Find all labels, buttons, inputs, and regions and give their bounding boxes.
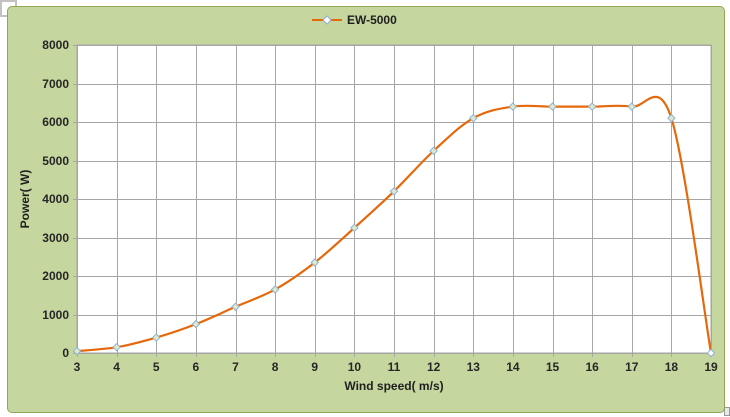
y-tick-label: 2000	[42, 269, 69, 283]
data-point-marker	[627, 102, 637, 111]
legend: EW-5000	[311, 12, 397, 28]
plot-border	[76, 44, 712, 354]
series-markers	[72, 102, 716, 358]
x-tick-label: 16	[585, 360, 599, 374]
x-tick-label: 17	[625, 360, 639, 374]
y-tick-label: 1000	[42, 307, 69, 322]
data-point-marker	[112, 342, 121, 352]
x-tick-label: 11	[387, 360, 401, 374]
data-point-marker	[468, 113, 478, 123]
plot-area	[72, 44, 716, 358]
x-tick-label: 7	[232, 360, 239, 374]
y-tick-label: 3000	[42, 230, 69, 245]
gridlines	[73, 45, 712, 357]
data-point-marker	[350, 223, 359, 233]
y-tick-label: 5000	[42, 153, 69, 168]
y-tick-label: 8000	[42, 38, 69, 52]
legend-line-marker-icon	[312, 15, 342, 25]
data-point-marker	[548, 102, 557, 111]
data-point-marker	[72, 346, 82, 356]
x-tick-label: 13	[466, 360, 480, 374]
x-tick-label: 6	[192, 360, 200, 374]
y-axis-title: Power( W)	[18, 169, 32, 229]
data-point-marker	[706, 348, 716, 358]
x-axis-title: Wind speed( m/s)	[344, 379, 444, 393]
data-point-marker	[508, 102, 518, 111]
x-tick-label: 12	[426, 360, 441, 374]
data-point-marker	[667, 113, 676, 123]
legend-series-label: EW-5000	[347, 13, 397, 27]
y-tick-label: 7000	[42, 76, 69, 91]
data-point-marker	[231, 302, 240, 312]
data-point-marker	[191, 319, 201, 329]
chart-area: 0 1000 2000 3000 4000 5000 6000 7000 8000 3 4 5 6 7 8 9…	[7, 6, 725, 413]
x-tick-label: 9	[311, 360, 319, 374]
data-point-marker	[270, 285, 280, 294]
x-tick-label: 5	[152, 360, 160, 374]
x-tick-label: 3	[73, 360, 81, 374]
data-point-marker	[151, 333, 161, 342]
y-tick-label: 6000	[42, 115, 69, 129]
y-tick-label: 4000	[42, 192, 69, 206]
x-tick-label: 8	[271, 360, 279, 374]
data-point-marker	[310, 258, 320, 267]
x-tick-label: 18	[664, 360, 679, 374]
data-point-marker	[429, 146, 438, 156]
x-tick-label: 14	[506, 360, 520, 374]
x-tick-label: 19	[704, 360, 718, 374]
x-tick-label: 10	[347, 360, 362, 374]
x-tick-label: 15	[545, 360, 560, 374]
data-point-marker	[587, 102, 597, 111]
x-tick-label: 4	[113, 360, 120, 374]
y-tick-label: 0	[62, 346, 69, 360]
data-point-marker	[389, 186, 399, 196]
